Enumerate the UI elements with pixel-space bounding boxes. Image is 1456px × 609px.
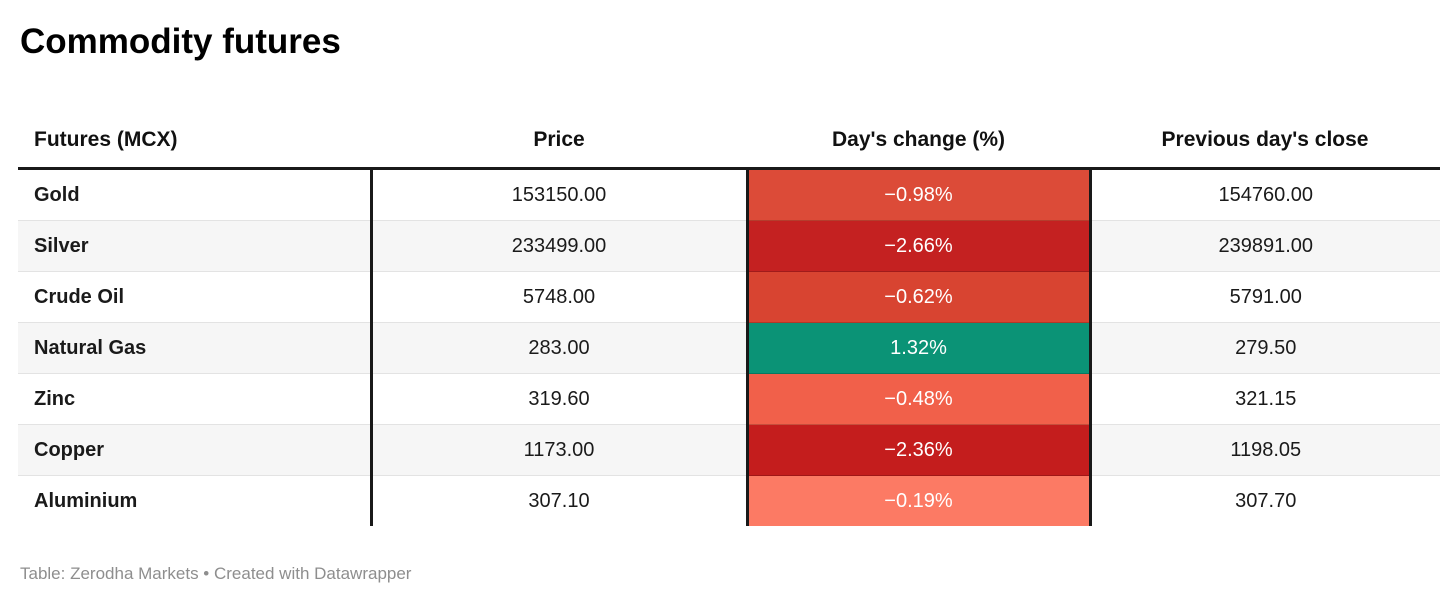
col-header-change: Day's change (%) xyxy=(747,112,1090,171)
prev-close-cell: 1198.05 xyxy=(1090,424,1440,477)
price-cell: 319.60 xyxy=(371,373,747,426)
futures-name-cell: Crude Oil xyxy=(18,271,373,324)
table-row: Zinc 319.60 −0.48% 321.15 xyxy=(18,373,1440,426)
page-title: Commodity futures xyxy=(20,22,341,61)
table-row: Aluminium 307.10 −0.19% 307.70 xyxy=(18,475,1440,527)
futures-name-cell: Aluminium xyxy=(18,475,373,527)
table-row: Silver 233499.00 −2.66% 239891.00 xyxy=(18,220,1440,273)
col-header-futures: Futures (MCX) xyxy=(18,112,371,171)
futures-name-cell: Natural Gas xyxy=(18,322,373,375)
prev-close-cell: 154760.00 xyxy=(1090,168,1440,222)
table-row: Copper 1173.00 −2.36% 1198.05 xyxy=(18,424,1440,477)
futures-name-cell: Gold xyxy=(18,168,373,222)
prev-close-cell: 239891.00 xyxy=(1090,220,1440,273)
change-cell: −0.98% xyxy=(745,168,1092,222)
header-row: Futures (MCX) Price Day's change (%) Pre… xyxy=(18,112,1440,171)
futures-name-cell: Zinc xyxy=(18,373,373,426)
change-cell: −0.19% xyxy=(745,475,1092,527)
futures-name-cell: Copper xyxy=(18,424,373,477)
col-header-prev-close: Previous day's close xyxy=(1090,112,1440,171)
commodity-futures-table: Futures (MCX) Price Day's change (%) Pre… xyxy=(18,112,1440,527)
price-cell: 233499.00 xyxy=(371,220,747,273)
change-cell: 1.32% xyxy=(745,322,1092,375)
table-row: Crude Oil 5748.00 −0.62% 5791.00 xyxy=(18,271,1440,324)
prev-close-cell: 279.50 xyxy=(1090,322,1440,375)
change-cell: −0.62% xyxy=(745,271,1092,324)
price-cell: 153150.00 xyxy=(371,168,747,222)
attribution-footer: Table: Zerodha Markets • Created with Da… xyxy=(20,564,412,584)
table-row: Natural Gas 283.00 1.32% 279.50 xyxy=(18,322,1440,375)
price-cell: 5748.00 xyxy=(371,271,747,324)
price-cell: 307.10 xyxy=(528,489,590,512)
price-cell: 283.00 xyxy=(371,322,747,375)
futures-name-cell: Silver xyxy=(18,220,373,273)
col-header-price: Price xyxy=(371,112,747,171)
table-row: Gold 153150.00 −0.98% 154760.00 xyxy=(18,168,1440,222)
prev-close-cell: 307.70 xyxy=(1235,489,1297,512)
change-cell: −2.66% xyxy=(745,220,1092,273)
prev-close-cell: 321.15 xyxy=(1090,373,1440,426)
change-cell: −0.48% xyxy=(745,373,1092,426)
change-cell: −2.36% xyxy=(745,424,1092,477)
price-cell: 1173.00 xyxy=(371,424,747,477)
prev-close-cell: 5791.00 xyxy=(1090,271,1440,324)
